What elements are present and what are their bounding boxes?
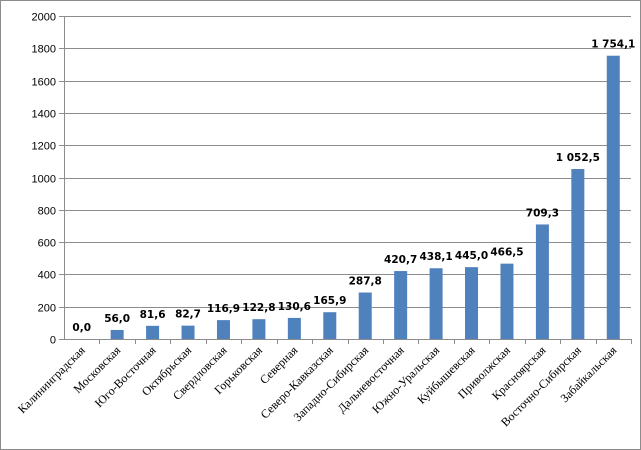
y-tick-label: 800: [38, 206, 56, 218]
y-tick-label: 400: [38, 270, 56, 282]
bar: [535, 224, 549, 339]
bar: [323, 312, 337, 339]
y-tick-label: 1800: [32, 44, 56, 56]
data-label: 122,8: [242, 302, 275, 314]
data-label: 420,7: [384, 254, 417, 266]
gridlines: [64, 16, 631, 308]
y-tick-label: 1000: [32, 174, 56, 186]
bar: [252, 319, 266, 339]
data-label: 0,0: [72, 322, 91, 334]
data-label: 56,0: [104, 313, 130, 325]
data-label: 1 754,1: [591, 39, 635, 51]
data-labels: 0,0 56,0 81,6 82,7 116,9 122,8 130,6 165,9287,8…: [72, 39, 635, 334]
bar: [465, 267, 479, 339]
y-tick-label: 1200: [32, 141, 56, 153]
y-axis-ticks: 0 200 400 600 800 1000 1200 1400 1600 1800 2000: [32, 12, 64, 347]
bar: [500, 263, 514, 339]
data-label: 709,3: [526, 207, 559, 219]
data-label: 82,7: [175, 309, 201, 321]
bar: [394, 271, 408, 339]
data-label: 165,9: [313, 295, 346, 307]
bar: [429, 268, 443, 339]
bar: [358, 292, 372, 339]
bar: [110, 329, 124, 339]
y-tick-label: 600: [38, 238, 56, 250]
data-label: 81,6: [140, 309, 166, 321]
data-label: 116,9: [207, 303, 240, 315]
bar: [287, 317, 301, 339]
bar: [571, 169, 585, 339]
data-label: 438,1: [419, 251, 452, 263]
bar: [216, 320, 230, 339]
y-tick-label: 1600: [32, 77, 56, 89]
bars: [110, 55, 620, 339]
data-label: 445,0: [455, 250, 488, 262]
bar: [181, 325, 195, 339]
x-category-label: Юго-Восточная: [92, 343, 159, 410]
bar: [606, 55, 620, 339]
data-label: 130,6: [278, 301, 311, 313]
x-axis-labels: КалининградскаяМосковскаяЮго-ВосточнаяОк…: [15, 339, 632, 429]
y-tick-label: 0: [50, 335, 56, 347]
data-label: 287,8: [349, 276, 382, 288]
data-label: 1 052,5: [556, 152, 600, 164]
y-tick-label: 200: [38, 303, 56, 315]
bar: [146, 325, 160, 339]
y-tick-label: 2000: [32, 12, 56, 24]
data-label: 466,5: [490, 247, 523, 259]
y-tick-label: 1400: [32, 109, 56, 121]
